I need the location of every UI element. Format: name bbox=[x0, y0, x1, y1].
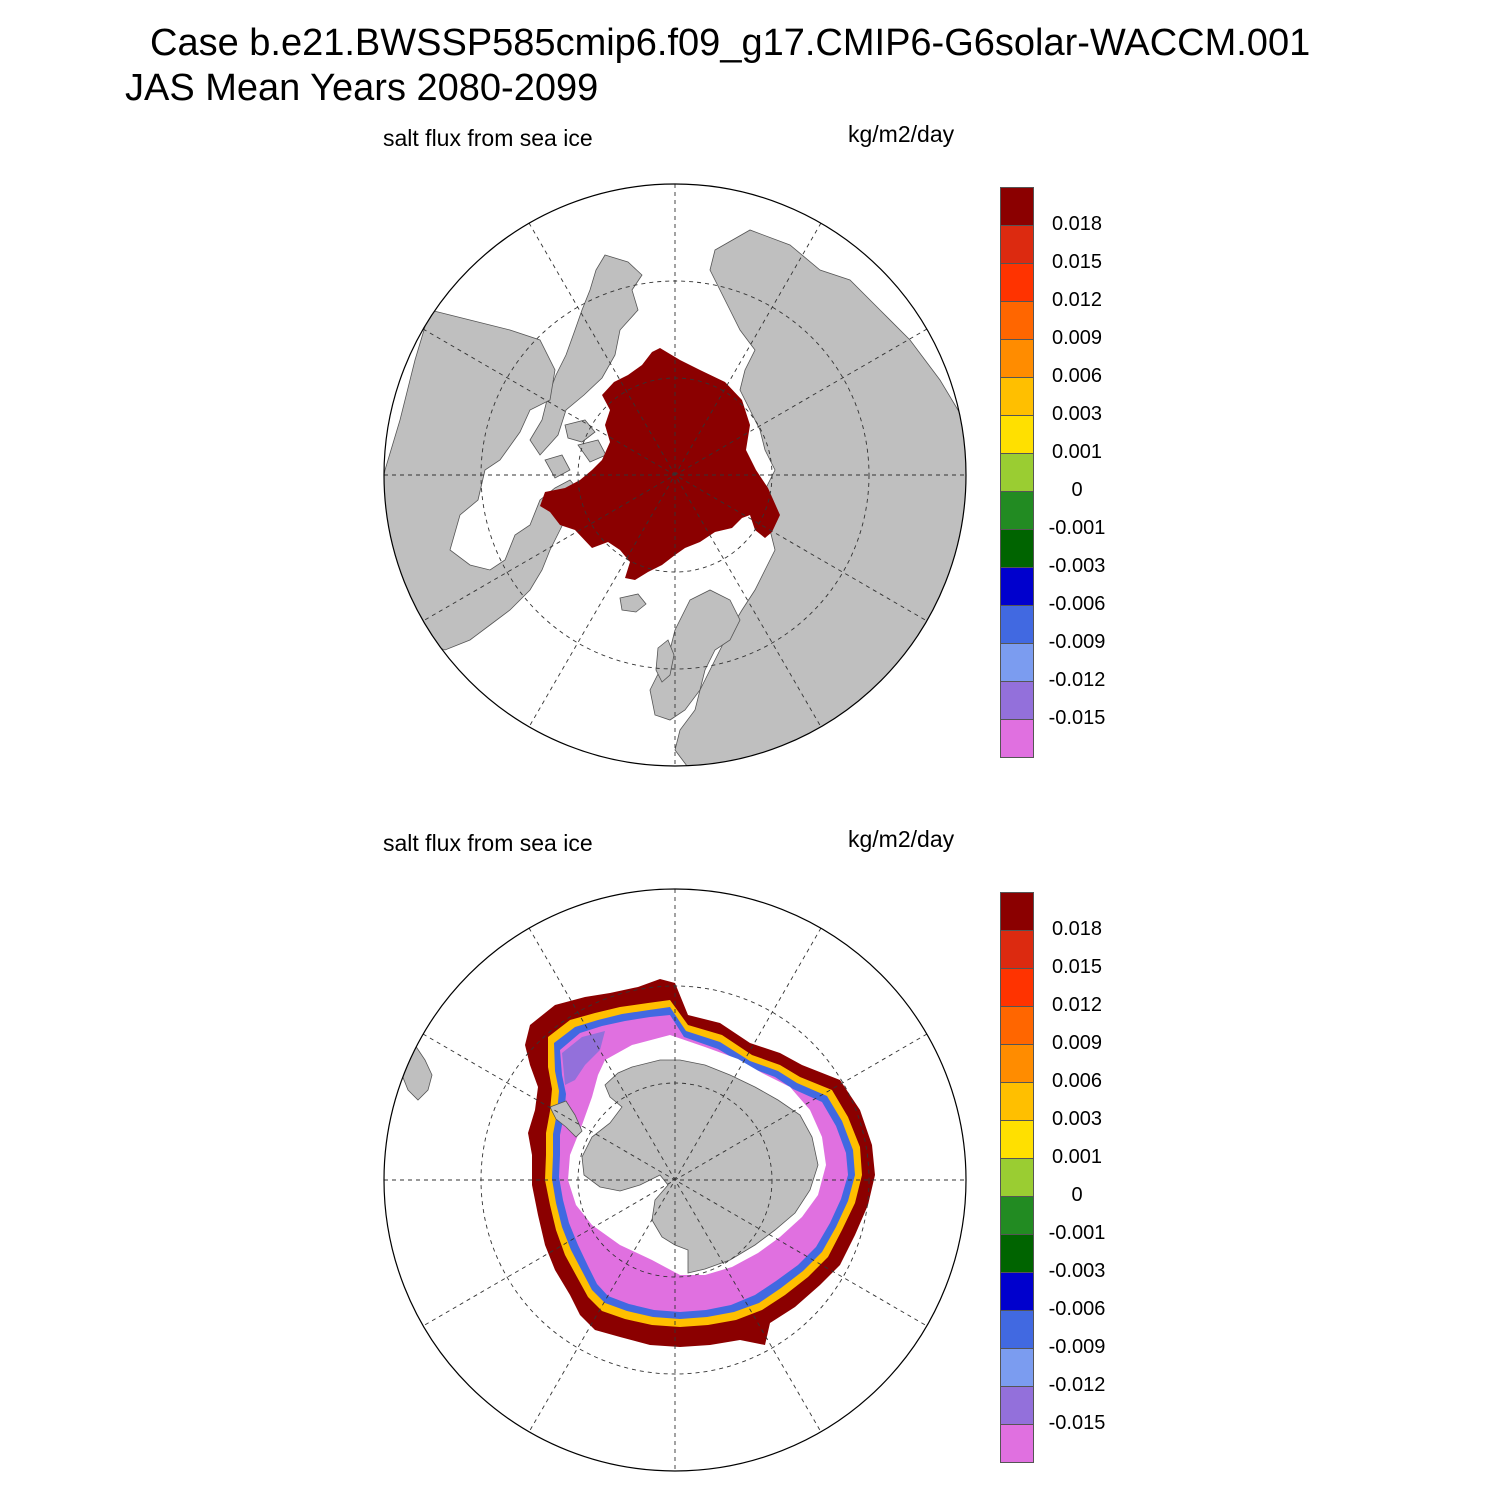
colorbar-south-tick-label: -0.015 bbox=[1048, 1412, 1106, 1434]
colorbar-south-swatch bbox=[1000, 1234, 1034, 1273]
colorbar-south-swatch bbox=[1000, 930, 1034, 969]
antarctic-peninsula-land bbox=[549, 1100, 583, 1138]
colorbar-south-tick-label: 0 bbox=[1071, 1184, 1083, 1206]
south-graticule bbox=[384, 889, 966, 1471]
british-isles-land bbox=[655, 639, 675, 683]
colorbar-north-tick-label: -0.001 bbox=[1048, 517, 1106, 539]
colorbar-south-swatch bbox=[1000, 1082, 1034, 1121]
colorbar-north-tick-label: 0.009 bbox=[1051, 327, 1103, 349]
colorbar-north-swatch bbox=[1000, 681, 1034, 720]
colorbar-north-swatch bbox=[1000, 187, 1034, 226]
colorbar-north-swatch bbox=[1000, 377, 1034, 416]
south-land bbox=[399, 1044, 819, 1274]
colorbar-south-tick-label: -0.006 bbox=[1048, 1298, 1106, 1320]
colorbar-north-swatch bbox=[1000, 491, 1034, 530]
colorbar-south-swatch bbox=[1000, 1386, 1034, 1425]
colorbar-north-tick-label: -0.006 bbox=[1048, 593, 1106, 615]
south-map-border bbox=[383, 888, 967, 1472]
colorbar-north-swatch bbox=[1000, 301, 1034, 340]
colorbar-north-swatch bbox=[1000, 263, 1034, 302]
colorbar-south-tick-label: 0.003 bbox=[1051, 1108, 1103, 1130]
south-polar-map bbox=[383, 888, 967, 1472]
arctic-island-1 bbox=[564, 419, 596, 443]
colorbar-south-swatch bbox=[1000, 1310, 1034, 1349]
colorbar-south: 0.018 0.015 0.012 0.009 0.006 0.003 0.001 0 -0.0… bbox=[1000, 892, 1105, 1463]
colorbar-south-swatch bbox=[1000, 1424, 1034, 1463]
colorbar-south-tick-label: -0.001 bbox=[1048, 1222, 1106, 1244]
colorbar-south-tick-label: -0.009 bbox=[1048, 1336, 1106, 1358]
north-graticule bbox=[384, 184, 966, 766]
arctic-salt-flux-field bbox=[540, 348, 780, 580]
colorbar-south-swatch bbox=[1000, 1120, 1034, 1159]
iceland-land bbox=[619, 593, 647, 613]
colorbar-north-swatch bbox=[1000, 225, 1034, 264]
panel-1-units-label: kg/m2/day bbox=[848, 121, 955, 147]
colorbar-north-tick-label: -0.009 bbox=[1048, 631, 1106, 653]
colorbar-north-tick-label: 0.012 bbox=[1051, 289, 1103, 311]
colorbar-south-swatch bbox=[1000, 1158, 1034, 1197]
colorbar-south-tick-label: 0.009 bbox=[1051, 1032, 1103, 1054]
colorbar-north-tick-label: -0.012 bbox=[1048, 669, 1106, 691]
colorbar-north-swatch bbox=[1000, 567, 1034, 606]
greenland-land bbox=[529, 254, 643, 456]
panel-2-units-label: kg/m2/day bbox=[848, 826, 955, 852]
colorbar-south-tick-label: 0.012 bbox=[1051, 994, 1103, 1016]
figure-title-case: Case b.e21.BWSSP585cmip6.f09_g17.CMIP6-G… bbox=[150, 22, 1311, 64]
panel-1-variable-label: salt flux from sea ice bbox=[383, 125, 593, 151]
colorbar-south-tick-label: 0.015 bbox=[1051, 956, 1103, 978]
colorbar-north-swatch bbox=[1000, 605, 1034, 644]
colorbar-south-swatch bbox=[1000, 1196, 1034, 1235]
colorbar-south-swatch bbox=[1000, 1348, 1034, 1387]
colorbar-south-tick-label: 0.006 bbox=[1051, 1070, 1103, 1092]
colorbar-south-swatch bbox=[1000, 1044, 1034, 1083]
colorbar-south-tick-label: 0.018 bbox=[1051, 918, 1103, 940]
colorbar-north-tick-label: -0.015 bbox=[1048, 707, 1106, 729]
colorbar-north-tick-label: -0.003 bbox=[1048, 555, 1106, 577]
colorbar-north-tick-label: 0 bbox=[1071, 479, 1083, 501]
colorbar-north-swatch bbox=[1000, 719, 1034, 758]
colorbar-north-tick-label: 0.015 bbox=[1051, 251, 1103, 273]
colorbar-south-swatch bbox=[1000, 892, 1034, 931]
panel-2-variable-label: salt flux from sea ice bbox=[383, 830, 593, 856]
colorbar-south-tick-label: -0.003 bbox=[1048, 1260, 1106, 1282]
colorbar-north-swatch bbox=[1000, 415, 1034, 454]
colorbar-south-tick-label: 0.001 bbox=[1051, 1146, 1103, 1168]
north-land bbox=[384, 229, 966, 766]
colorbar-north-swatch bbox=[1000, 453, 1034, 492]
colorbar-north-tick-label: 0.018 bbox=[1051, 213, 1103, 235]
colorbar-north-tick-label: 0.006 bbox=[1051, 365, 1103, 387]
colorbar-north-tick-label: 0.001 bbox=[1051, 441, 1103, 463]
colorbar-north-swatch bbox=[1000, 643, 1034, 682]
north-map-border bbox=[383, 183, 967, 767]
colorbar-north: 0.018 0.015 0.012 0.009 0.006 0.003 0.001 0 -0.0… bbox=[1000, 187, 1105, 758]
colorbar-north-swatch bbox=[1000, 529, 1034, 568]
figure-title-period: JAS Mean Years 2080-2099 bbox=[125, 67, 599, 109]
colorbar-south-swatch bbox=[1000, 968, 1034, 1007]
antarctica-land bbox=[581, 1059, 819, 1274]
colorbar-north-tick-label: 0.003 bbox=[1051, 403, 1103, 425]
north-polar-map bbox=[383, 183, 967, 767]
colorbar-north-swatch bbox=[1000, 339, 1034, 378]
arctic-island-3 bbox=[544, 454, 571, 479]
colorbar-south-swatch bbox=[1000, 1006, 1034, 1045]
colorbar-south-tick-label: -0.012 bbox=[1048, 1374, 1106, 1396]
colorbar-south-swatch bbox=[1000, 1272, 1034, 1311]
